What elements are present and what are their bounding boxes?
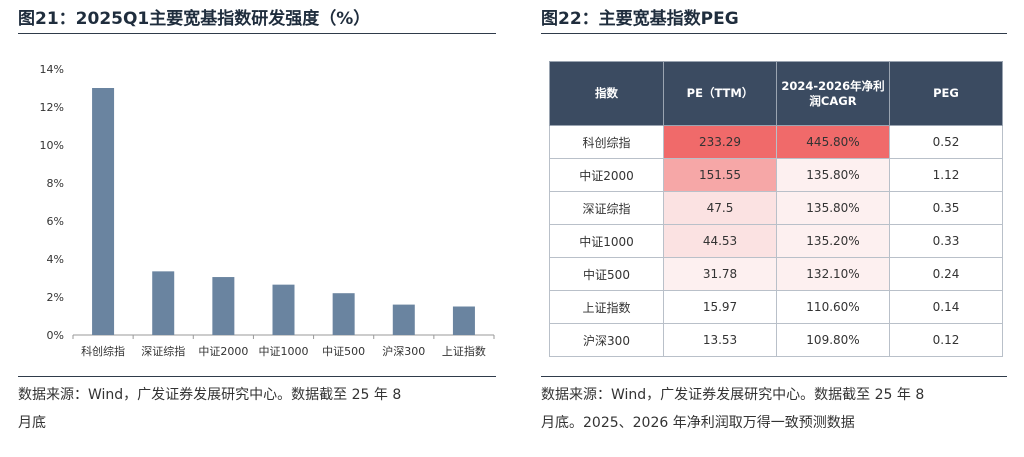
cell-cagr: 445.80% [776, 125, 890, 159]
table-row: 深证综指 47.5 135.80% 0.35 [549, 191, 1003, 225]
table-row: 上证指数 15.97 110.60% 0.14 [549, 290, 1003, 324]
title-rule-right [541, 33, 1007, 34]
header-peg: PEG [889, 61, 1003, 126]
cell-pe: 31.78 [663, 257, 777, 291]
bar [332, 293, 355, 335]
bar [92, 88, 115, 335]
cell-peg: 0.35 [889, 191, 1003, 225]
source-note-right-line1: 数据来源：Wind，广发证券发展研究中心。数据截至 25 年 8 [541, 387, 925, 403]
x-tick-label: 中证1000 [259, 345, 309, 358]
x-tick-label: 深证综指 [141, 344, 185, 358]
cell-index: 中证1000 [549, 224, 664, 258]
header-index: 指数 [549, 61, 664, 126]
cell-pe: 44.53 [663, 224, 777, 258]
cell-peg: 0.33 [889, 224, 1003, 258]
cell-pe: 15.97 [663, 290, 777, 324]
table-row: 中证1000 44.53 135.20% 0.33 [549, 224, 1003, 258]
y-tick-label: 8% [47, 177, 64, 190]
cell-peg: 0.14 [889, 290, 1003, 324]
x-tick-label: 沪深300 [382, 344, 425, 358]
cell-index: 沪深300 [549, 323, 664, 357]
y-tick-label: 6% [47, 215, 64, 228]
y-tick-label: 4% [47, 253, 64, 266]
cell-index: 中证2000 [549, 158, 664, 192]
cell-peg: 1.12 [889, 158, 1003, 192]
table-header-row: 指数 PE（TTM） 2024-2026年净利润CAGR PEG [549, 61, 1003, 126]
cell-index: 中证500 [549, 257, 664, 291]
cell-cagr: 109.80% [776, 323, 890, 357]
header-pe: PE（TTM） [663, 61, 777, 126]
source-note-line1: 数据来源：Wind，广发证券发展研究中心。数据截至 25 年 8 [18, 387, 402, 403]
x-tick-label: 科创综指 [81, 344, 125, 358]
x-tick-label: 中证500 [322, 345, 365, 358]
y-tick-label: 10% [40, 139, 64, 152]
cell-peg: 0.52 [889, 125, 1003, 159]
cell-pe: 151.55 [663, 158, 777, 192]
bar [272, 284, 295, 335]
table-row: 中证500 31.78 132.10% 0.24 [549, 257, 1003, 291]
cell-cagr: 135.80% [776, 191, 890, 225]
cell-pe: 233.29 [663, 125, 777, 159]
cell-pe: 13.53 [663, 323, 777, 357]
bottom-rule [18, 376, 496, 377]
cell-cagr: 132.10% [776, 257, 890, 291]
x-tick-label: 上证指数 [442, 344, 486, 358]
y-tick-label: 0% [47, 329, 64, 342]
cell-index: 深证综指 [549, 191, 664, 225]
table-title: 图22：主要宽基指数PEG [541, 9, 739, 29]
title-rule [18, 33, 496, 34]
table-row: 科创综指 233.29 445.80% 0.52 [549, 125, 1003, 159]
y-tick-label: 12% [40, 101, 64, 114]
bar [212, 277, 235, 335]
bar [152, 271, 175, 335]
bottom-rule-right [541, 376, 1007, 377]
cell-cagr: 135.20% [776, 224, 890, 258]
cell-index: 科创综指 [549, 125, 664, 159]
x-tick-label: 中证2000 [198, 345, 248, 358]
source-note-line2: 月底 [18, 415, 46, 431]
cell-peg: 0.24 [889, 257, 1003, 291]
bar [452, 306, 475, 335]
cell-pe: 47.5 [663, 191, 777, 225]
header-cagr: 2024-2026年净利润CAGR [776, 61, 890, 126]
cell-cagr: 135.80% [776, 158, 890, 192]
y-tick-label: 14% [40, 63, 64, 76]
y-tick-label: 2% [47, 291, 64, 304]
source-note-right-line2: 月底。2025、2026 年净利润取万得一致预测数据 [541, 415, 855, 431]
chart-title: 图21：2025Q1主要宽基指数研发强度（%） [18, 9, 371, 29]
cell-index: 上证指数 [549, 290, 664, 324]
peg-table: 指数 PE（TTM） 2024-2026年净利润CAGR PEG 科创综指 233… [549, 61, 1003, 357]
cell-cagr: 110.60% [776, 290, 890, 324]
bar [392, 304, 415, 335]
table-row: 沪深300 13.53 109.80% 0.12 [549, 323, 1003, 357]
bar-chart: 0% 2% 4% 6% 8% 10% 12% 14% 科创综指 深证综指 中证2000 中证1000 中… [40, 63, 495, 358]
cell-peg: 0.12 [889, 323, 1003, 357]
table-row: 中证2000 151.55 135.80% 1.12 [549, 158, 1003, 192]
